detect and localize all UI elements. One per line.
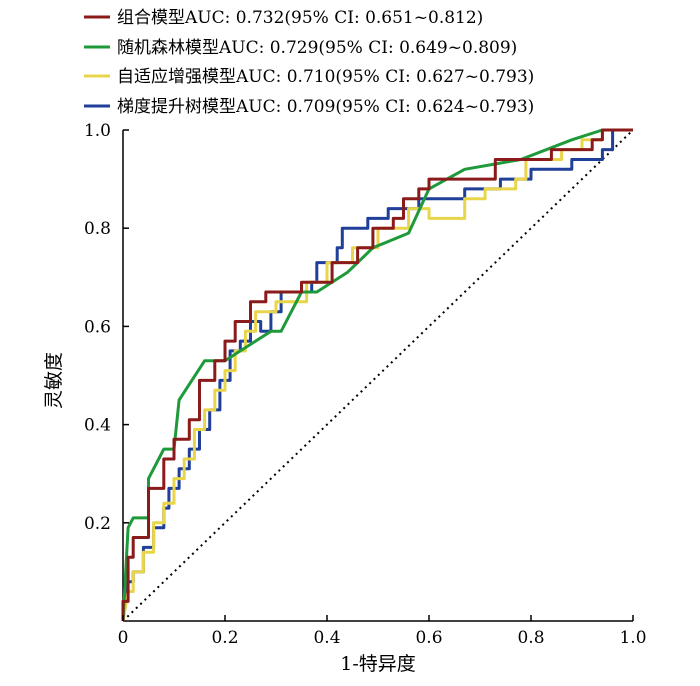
series-line-combined-model	[121, 128, 633, 621]
reference-diagonal-line	[122, 129, 634, 622]
y-tick-label: 0.6	[84, 317, 111, 337]
x-tick-label: 0	[118, 628, 129, 648]
y-ticks: 0.2 0.4 0.6 0.8 1.0	[84, 121, 129, 534]
y-tick-label: 0.8	[84, 219, 111, 239]
legend-label-gradient-boosting: 梯度提升树模型AUC: 0.709(95% CI: 0.624~0.793)	[117, 97, 534, 117]
y-tick-label: 1.0	[84, 121, 111, 141]
x-tick-label: 0.2	[211, 628, 238, 648]
x-ticks: 0 0.2 0.4 0.6 0.8 1.0	[118, 615, 647, 648]
legend-label-random-forest: 随机森林模型AUC: 0.729(95% CI: 0.649~0.809)	[117, 38, 517, 58]
series-line-adaboost	[121, 128, 633, 622]
y-tick-label: 0.4	[84, 416, 111, 436]
x-tick-label: 0.4	[313, 628, 340, 648]
x-tick-label: 0.8	[517, 628, 544, 648]
series-layer	[121, 128, 633, 622]
plot-area: 0 0.2 0.4 0.6 0.8 1.0 0.2 0.4 0.6 0.8 1.0	[84, 121, 647, 648]
x-tick-label: 0.6	[415, 628, 442, 648]
legend: 组合模型AUC: 0.732(95% CI: 0.651~0.812) 随机森林模…	[84, 8, 534, 117]
y-axis-title: 灵敏度	[43, 352, 65, 409]
series-line-random-forest	[121, 128, 633, 622]
y-tick-label: 0.2	[84, 514, 111, 534]
x-tick-label: 1.0	[619, 628, 646, 648]
x-axis-title: 1-特异度	[340, 653, 416, 675]
legend-label-adaboost: 自适应增强模型AUC: 0.710(95% CI: 0.627~0.793)	[117, 67, 534, 87]
legend-label-combined-model: 组合模型AUC: 0.732(95% CI: 0.651~0.812)	[117, 8, 483, 28]
